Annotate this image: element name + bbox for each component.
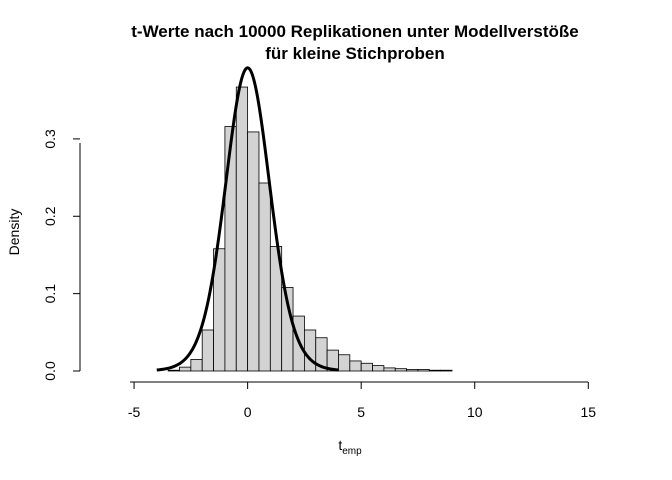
histogram-bar bbox=[224, 126, 237, 372]
y-axis-label: Density bbox=[6, 209, 22, 256]
histogram-bar bbox=[349, 360, 362, 372]
chart-title-line-1: t-Werte nach 10000 Replikationen unter M… bbox=[131, 22, 578, 41]
x-axis-label: temp bbox=[338, 437, 362, 457]
histogram-bar bbox=[428, 369, 442, 372]
histogram-bar bbox=[247, 131, 260, 372]
histogram-bar bbox=[338, 354, 351, 372]
chart-title-line-2: für kleine Stichproben bbox=[265, 44, 444, 63]
x-tick-label: 15 bbox=[580, 404, 596, 420]
histogram-bars bbox=[167, 86, 453, 372]
histogram-bar bbox=[440, 369, 453, 372]
x-tick-label: 0 bbox=[244, 404, 252, 420]
histogram-bar bbox=[372, 365, 385, 372]
histogram-bar bbox=[235, 86, 249, 372]
y-ticks: 0.0 0.1 0.2 0.3 bbox=[42, 129, 80, 381]
histogram-bar bbox=[201, 329, 214, 372]
density-curve bbox=[156, 66, 339, 372]
histogram-bar bbox=[190, 358, 203, 372]
histogram-bar bbox=[406, 369, 419, 372]
histogram-bar bbox=[360, 362, 373, 372]
x-tick-label: -5 bbox=[128, 404, 141, 420]
y-tick-label: 0.0 bbox=[42, 361, 58, 381]
histogram-bar bbox=[258, 182, 271, 372]
histogram-bar bbox=[417, 369, 430, 372]
histogram-bar bbox=[303, 329, 317, 372]
y-tick-label: 0.3 bbox=[42, 129, 58, 149]
x-ticks: -5 0 5 10 15 bbox=[128, 382, 596, 420]
y-tick-label: 0.2 bbox=[42, 206, 58, 226]
histogram-bar bbox=[394, 368, 408, 372]
y-tick-label: 0.1 bbox=[42, 284, 58, 304]
histogram-bar bbox=[383, 367, 396, 372]
x-tick-label: 10 bbox=[467, 404, 483, 420]
x-axis-label-main: t bbox=[338, 437, 342, 453]
histogram-bar bbox=[179, 366, 192, 372]
density-curve-layer bbox=[156, 66, 339, 372]
x-axis-label-subscript: emp bbox=[342, 446, 362, 457]
histogram-bar bbox=[167, 369, 180, 372]
x-tick-label: 5 bbox=[357, 404, 365, 420]
